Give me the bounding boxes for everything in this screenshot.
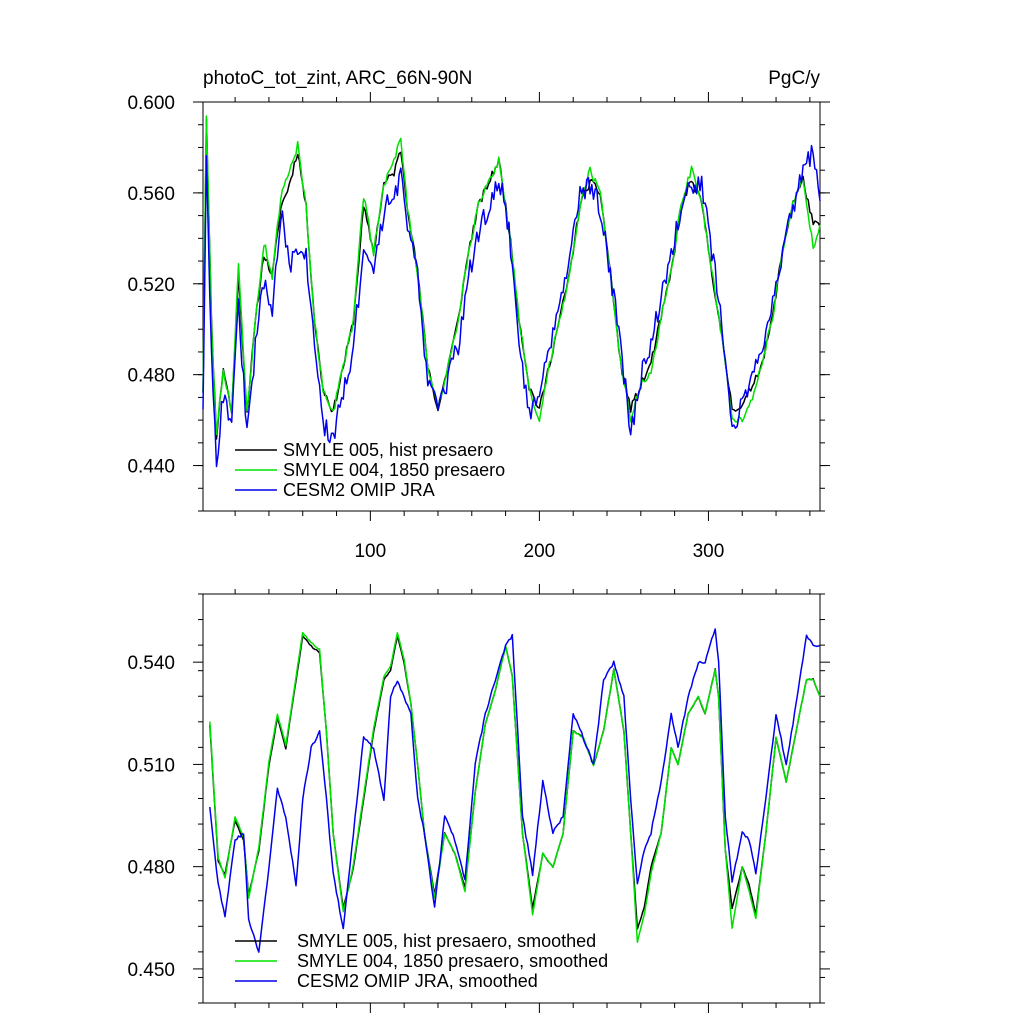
- x-tick-label: 300: [693, 541, 725, 562]
- series-line-p1850: [202, 115, 821, 436]
- series-line-p1850: [209, 631, 821, 944]
- legend-label-hist: SMYLE 005, hist presaero: [283, 440, 493, 460]
- y-tick-label: 0.510: [127, 755, 175, 776]
- series-line-omip: [202, 144, 821, 468]
- series-line-hist: [202, 118, 821, 440]
- y-tick-label: 0.540: [127, 653, 175, 674]
- bottom-panel: 0.450 0.480 0.510 0.540 SMYLE 005, hist pre…: [127, 584, 830, 1013]
- bottom-legend: SMYLE 005, hist presaero, smoothed SMYLE…: [235, 931, 608, 991]
- chart-units-label: PgC/y: [768, 68, 820, 89]
- y-tick-label: 0.600: [127, 93, 175, 114]
- top-series-lines: [202, 115, 821, 468]
- legend-label-1850-smoothed: SMYLE 004, 1850 presaero, smoothed: [297, 951, 608, 971]
- y-tick-label: 0.440: [127, 457, 175, 478]
- y-tick-label: 0.560: [127, 184, 175, 205]
- top-legend: SMYLE 005, hist presaero SMYLE 004, 1850…: [235, 440, 505, 500]
- legend-label-omip: CESM2 OMIP JRA: [283, 480, 435, 500]
- x-tick-label: 100: [354, 541, 386, 562]
- series-line-omip: [209, 628, 821, 953]
- top-axis-ticks: 100 200 300 0.440 0.480 0.520 0.560 0.600: [127, 92, 830, 562]
- bottom-axis-ticks: 0.450 0.480 0.510 0.540: [127, 584, 830, 1013]
- y-tick-label: 0.480: [127, 858, 175, 879]
- legend-label-omip-smoothed: CESM2 OMIP JRA, smoothed: [297, 971, 538, 991]
- y-tick-label: 0.480: [127, 366, 175, 387]
- bottom-series-lines: [209, 628, 821, 953]
- top-panel: photoC_tot_zint, ARC_66N-90N PgC/y 100 20…: [127, 68, 830, 562]
- legend-label-1850: SMYLE 004, 1850 presaero: [283, 460, 505, 480]
- chart-title-left: photoC_tot_zint, ARC_66N-90N: [203, 68, 472, 89]
- legend-label-hist-smoothed: SMYLE 005, hist presaero, smoothed: [297, 931, 596, 951]
- y-tick-label: 0.520: [127, 275, 175, 296]
- x-tick-label: 200: [524, 541, 556, 562]
- y-tick-label: 0.450: [127, 960, 175, 981]
